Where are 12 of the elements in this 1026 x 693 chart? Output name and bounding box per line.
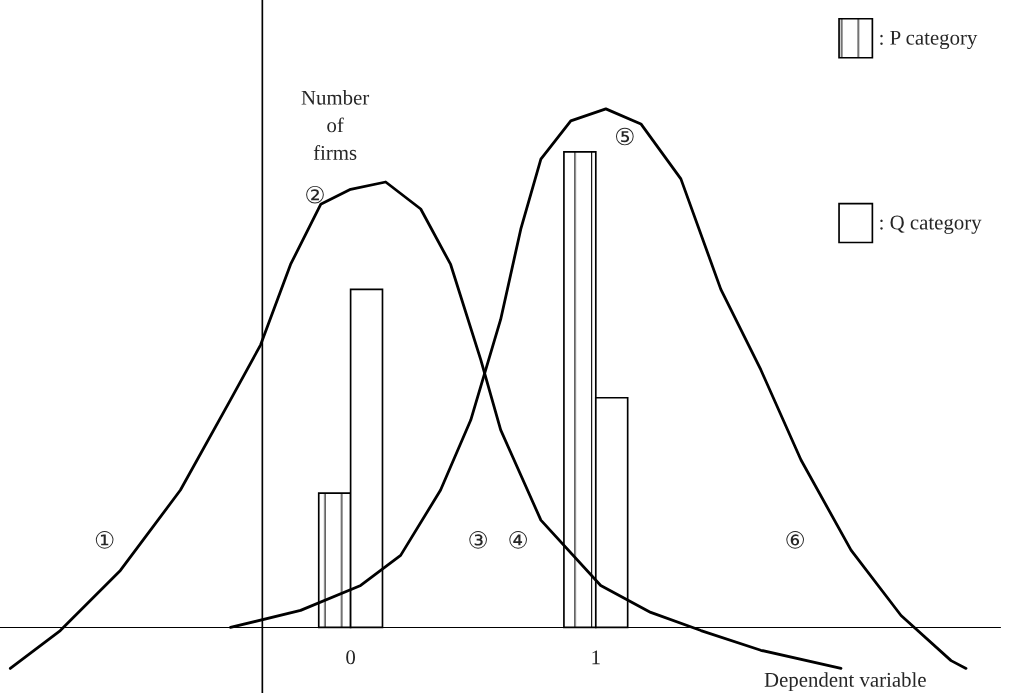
x-tick-label: 1 [592,650,600,665]
annotation: ⑤ [616,127,634,146]
annotation: ① [95,531,114,549]
x-tick-label: 0 [346,650,356,665]
y-axis-title: Number of firms [301,90,370,160]
legend-label: : Q category [880,215,982,234]
legend-label: : P category [880,30,978,50]
annotation: ③ [469,531,487,549]
annotation: ⑥ [786,531,804,549]
annotation: ② [306,185,324,204]
annotation: ④ [509,531,527,549]
x-axis-title: Dependent variable [764,672,926,692]
